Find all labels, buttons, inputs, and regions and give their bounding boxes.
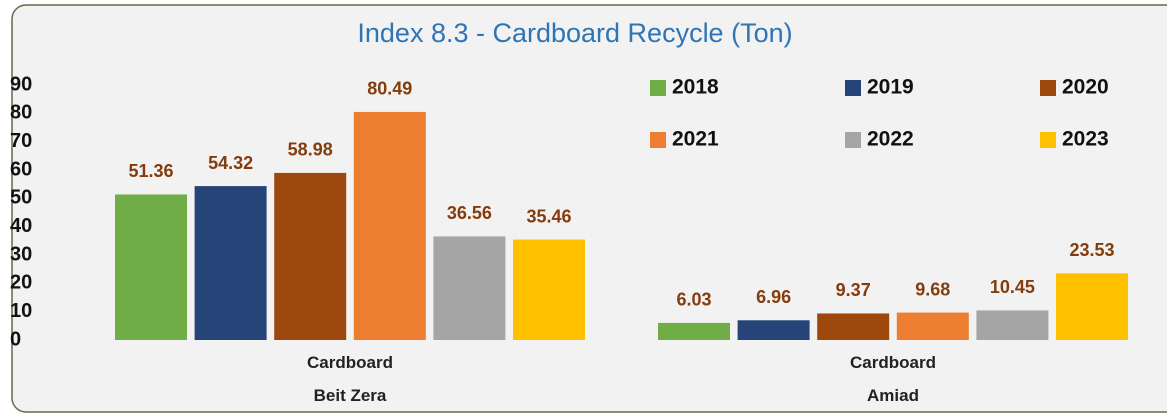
bar xyxy=(194,186,267,340)
legend-swatch xyxy=(650,80,666,96)
y-tick-label: 60 xyxy=(10,158,32,180)
data-label: 35.46 xyxy=(526,206,571,226)
legend-swatch xyxy=(1040,80,1056,96)
x-tick-label: Cardboard Beit Zera xyxy=(307,353,393,405)
y-tick-label: 80 xyxy=(10,102,32,124)
legend-label: 2023 xyxy=(1062,128,1109,151)
y-tick-label: 70 xyxy=(10,130,32,152)
bar xyxy=(817,313,890,340)
bar xyxy=(353,111,426,340)
data-label: 80.49 xyxy=(367,79,412,99)
y-tick-label: 10 xyxy=(10,300,32,322)
bar xyxy=(433,236,506,340)
data-label: 9.37 xyxy=(836,280,871,300)
data-label: 36.56 xyxy=(447,203,492,223)
bar xyxy=(737,320,810,340)
bar xyxy=(1056,273,1128,340)
y-tick-label: 90 xyxy=(10,73,32,95)
data-label: 6.96 xyxy=(756,287,791,307)
bar xyxy=(896,312,969,340)
bar xyxy=(274,172,347,340)
y-tick-label: 30 xyxy=(10,243,32,265)
legend-label: 2021 xyxy=(672,128,719,151)
data-label: 23.53 xyxy=(1069,240,1114,260)
data-label: 6.03 xyxy=(676,290,711,310)
y-tick-label: 20 xyxy=(10,272,32,294)
data-label: 10.45 xyxy=(990,277,1035,297)
bar xyxy=(115,194,187,340)
data-label: 58.98 xyxy=(288,140,333,160)
legend-label: 2019 xyxy=(867,76,914,99)
legend-label: 2018 xyxy=(672,76,719,99)
legend-label: 2020 xyxy=(1062,76,1109,99)
legend-label: 2022 xyxy=(867,128,914,151)
x-tick-label: Cardboard Amiad xyxy=(850,353,936,405)
y-tick-label: 50 xyxy=(10,187,32,209)
data-label: 54.32 xyxy=(208,153,253,173)
data-label: 51.36 xyxy=(128,161,173,181)
data-label: 9.68 xyxy=(915,279,950,299)
bar xyxy=(976,310,1049,340)
chart-title: Index 8.3 - Cardboard Recycle (Ton) xyxy=(357,18,792,48)
legend-swatch xyxy=(1040,132,1056,148)
y-tick-label: 0 xyxy=(10,328,21,350)
y-tick-label: 40 xyxy=(10,215,32,237)
bar xyxy=(658,322,730,340)
legend-swatch xyxy=(845,80,861,96)
legend-swatch xyxy=(650,132,666,148)
bar xyxy=(513,239,585,340)
legend-swatch xyxy=(845,132,861,148)
